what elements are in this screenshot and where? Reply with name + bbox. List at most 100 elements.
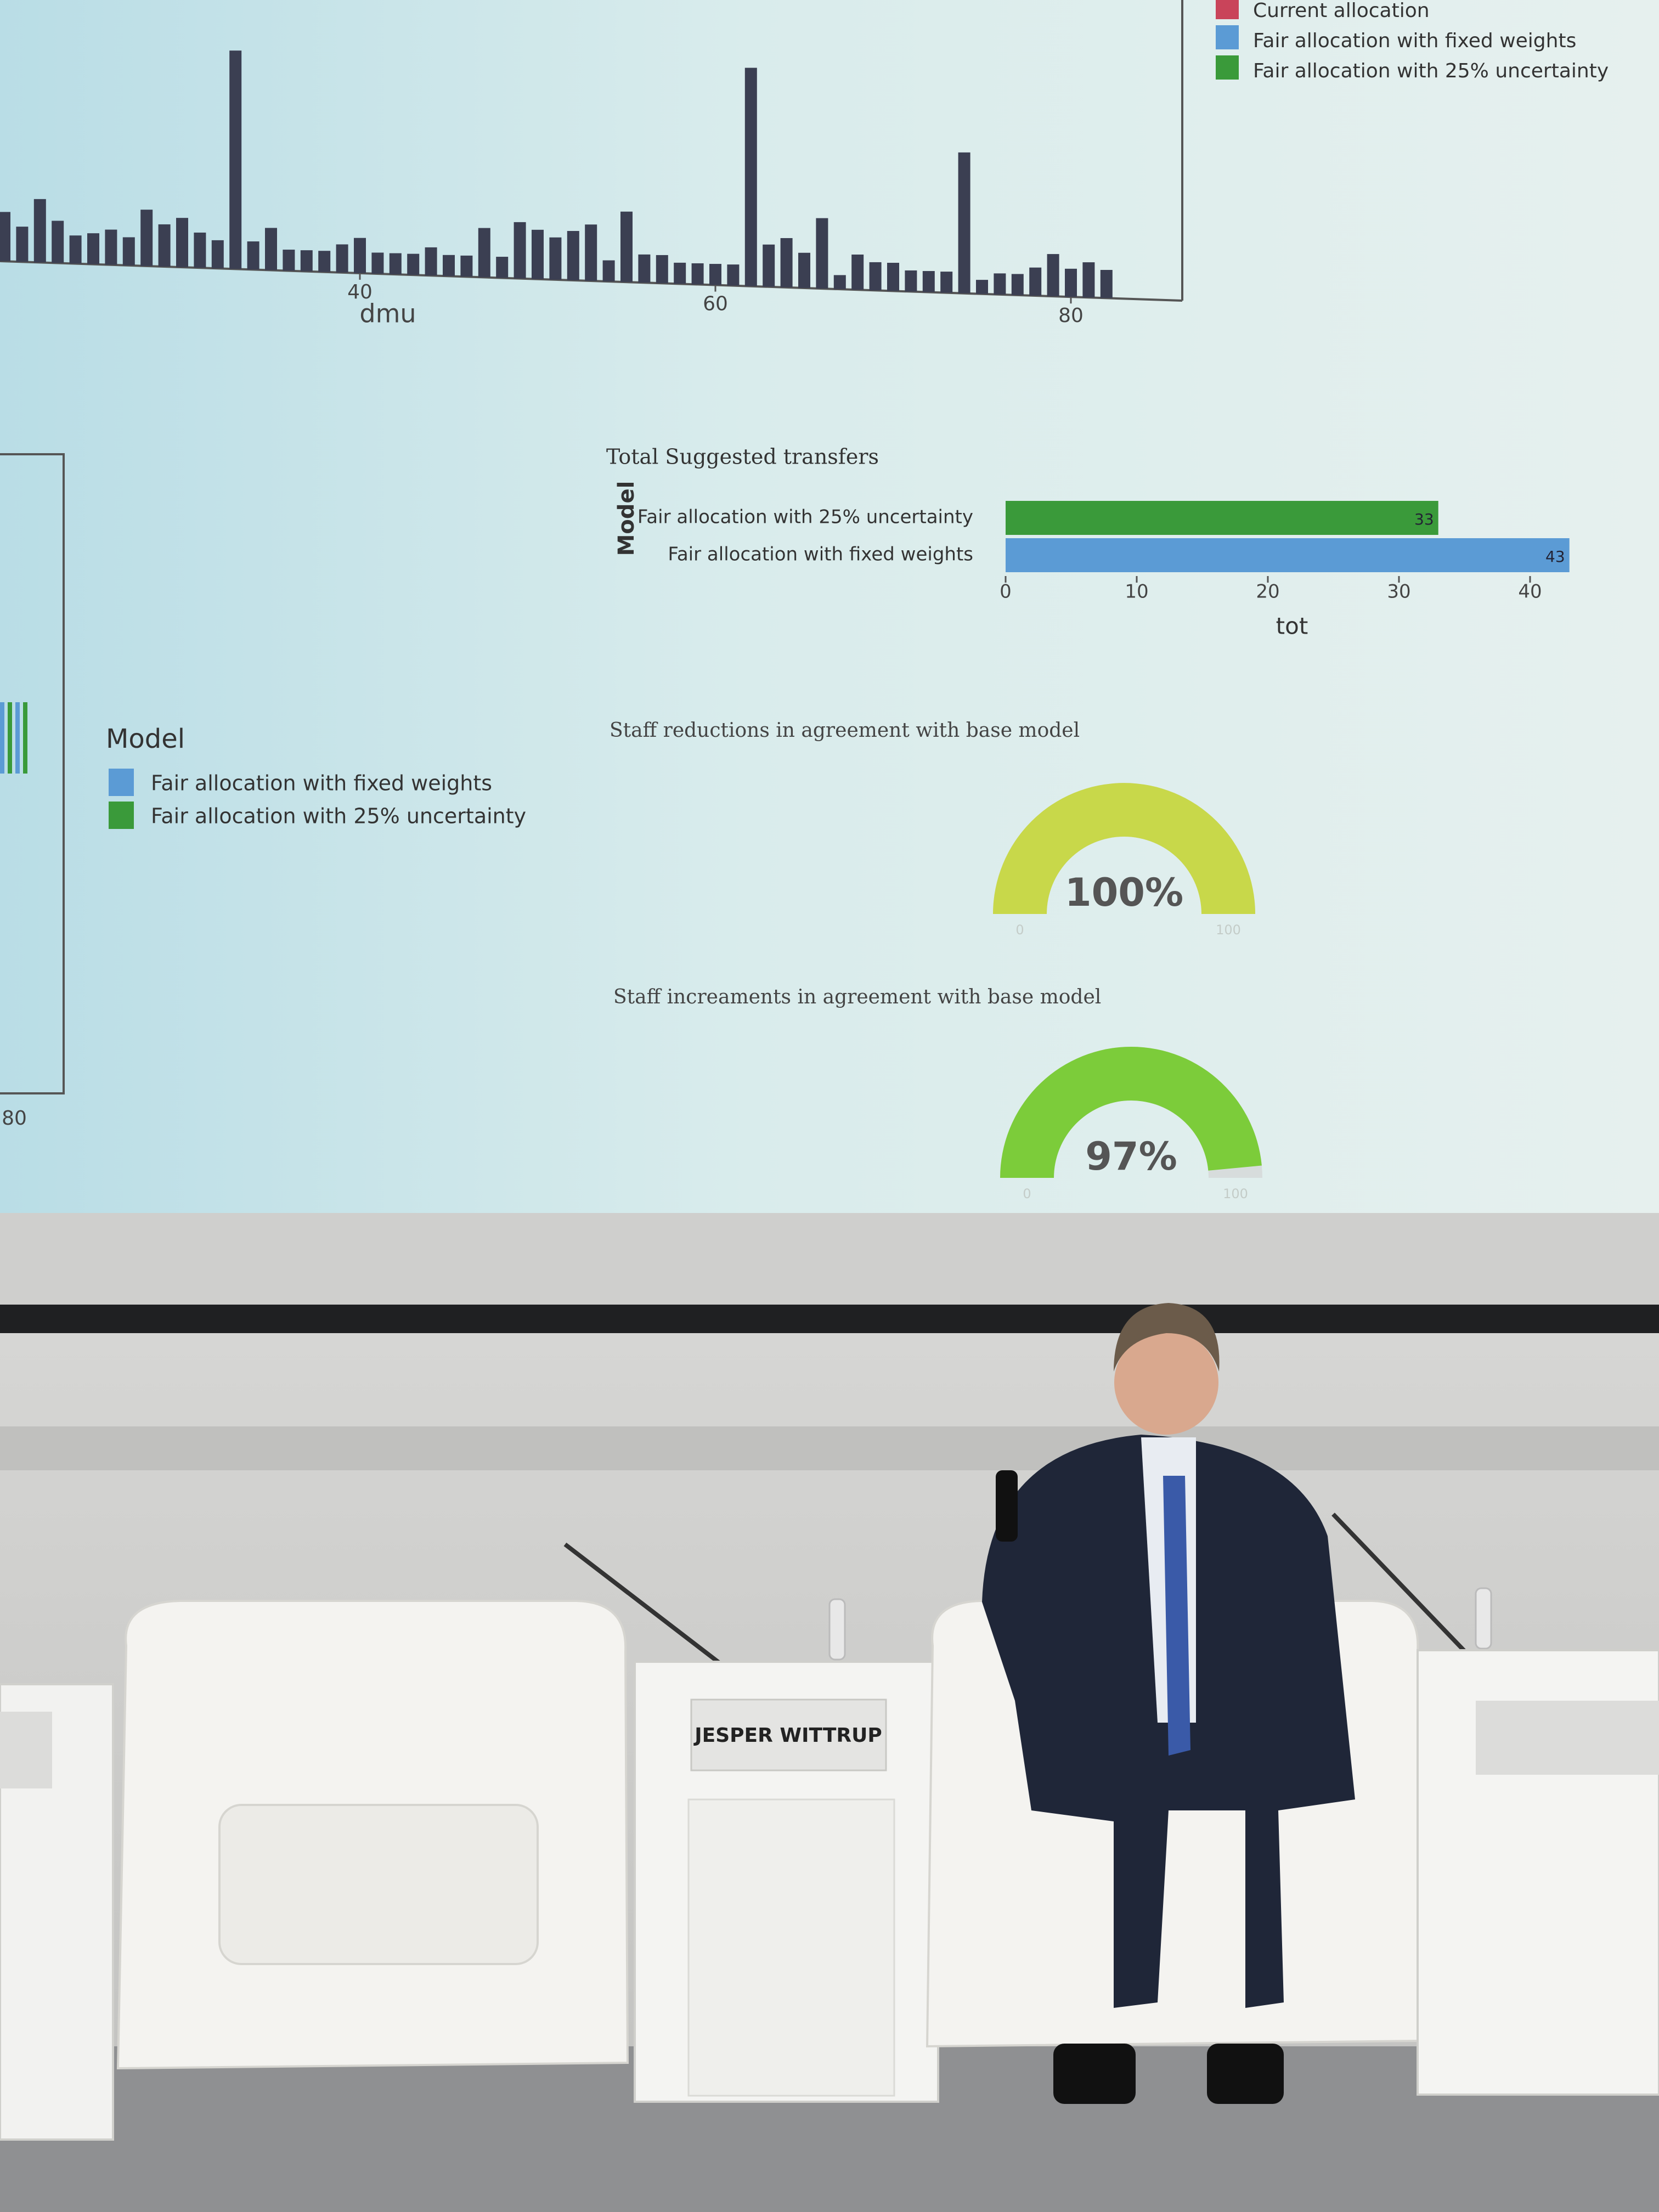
bar	[691, 263, 704, 285]
legend-title: Model	[106, 724, 185, 754]
bar	[727, 264, 740, 286]
bar	[443, 255, 455, 276]
podium-panel	[687, 1798, 895, 2097]
wall-band	[0, 1426, 1659, 1470]
x-tick-label: 60	[703, 293, 728, 315]
data-label: 33	[1414, 510, 1434, 528]
bar	[940, 272, 953, 293]
legend-swatch	[109, 802, 134, 829]
bar	[105, 229, 117, 265]
gauge-max: 100	[1216, 922, 1241, 938]
bar	[0, 212, 10, 262]
axis-label: Model	[614, 481, 639, 556]
bar	[798, 252, 810, 288]
chart-title: Total Suggested transfers	[606, 445, 879, 469]
bar	[211, 240, 224, 269]
name-plate-text: JESPER WITTRUP	[693, 1724, 882, 1747]
bar	[87, 233, 99, 264]
x-tick-label: 80	[2, 1107, 27, 1130]
bar	[407, 253, 420, 275]
legend-label: Fair allocation with fixed weights	[151, 771, 492, 795]
gauge-max: 100	[1223, 1186, 1248, 1201]
bar	[52, 221, 64, 263]
bar	[994, 273, 1006, 295]
bar	[833, 275, 846, 290]
bar	[816, 218, 828, 289]
water-bottle	[1475, 1587, 1492, 1650]
truss	[0, 1305, 1659, 1333]
bar	[460, 255, 473, 277]
legend-swatch	[1216, 25, 1239, 49]
bar	[567, 231, 579, 280]
bar	[976, 280, 988, 294]
bar	[194, 232, 206, 268]
microphone	[1331, 1513, 1466, 1653]
shoe	[1207, 2044, 1284, 2104]
gauge-value: 97%	[1085, 1134, 1177, 1179]
chair-cushion	[218, 1804, 539, 1965]
data-label: 43	[1545, 548, 1565, 566]
bar	[229, 50, 242, 269]
legend-swatch	[109, 769, 134, 796]
gauge-min: 0	[1015, 922, 1024, 938]
bar-fragment	[23, 702, 27, 774]
bar	[620, 211, 633, 283]
bar	[763, 244, 775, 287]
x-tick-label: 40	[1518, 581, 1542, 603]
bar	[425, 247, 437, 276]
x-tick-label: 0	[1000, 581, 1012, 603]
bar	[69, 235, 82, 264]
bar	[496, 257, 509, 278]
bar	[656, 255, 668, 284]
x-tick-label: 80	[1058, 304, 1084, 327]
bar	[371, 252, 384, 274]
bar	[140, 210, 153, 266]
bar	[389, 253, 402, 275]
bar	[905, 270, 917, 292]
gauge-fill	[1000, 1047, 1262, 1178]
x-tick-label: 20	[1256, 581, 1279, 603]
x-tick-label: 40	[347, 281, 373, 303]
bar	[1065, 268, 1077, 297]
bar	[514, 222, 526, 279]
bar	[283, 250, 295, 271]
legend-label: Current allocation	[1253, 0, 1430, 22]
bar	[1082, 262, 1095, 298]
bar	[1006, 538, 1570, 572]
bar	[958, 152, 970, 294]
hair	[1114, 1303, 1220, 1372]
tie	[1163, 1476, 1190, 1756]
bar	[247, 241, 259, 270]
gauge-title: Staff increaments in agreement with base…	[613, 986, 1101, 1008]
bar	[780, 238, 793, 287]
bar	[318, 251, 331, 272]
bar	[922, 271, 935, 292]
bar-fragment	[0, 702, 4, 774]
bar-fragment	[8, 702, 12, 774]
speaker-head	[1114, 1330, 1218, 1435]
bar	[300, 250, 313, 272]
gauge-min: 0	[1023, 1186, 1031, 1201]
gauge-value: 100%	[1065, 870, 1183, 915]
bar	[33, 199, 46, 263]
bar	[336, 244, 348, 273]
name-plate	[690, 1699, 887, 1771]
bar	[1100, 270, 1113, 298]
bar	[887, 263, 899, 291]
legend-label: Fair allocation with fixed weights	[1253, 30, 1576, 52]
bar	[265, 228, 277, 270]
x-tick-label: 10	[1125, 581, 1148, 603]
bar	[532, 229, 544, 279]
shoe	[1053, 2044, 1136, 2104]
bar	[869, 262, 882, 291]
legend-label: Fair allocation with 25% uncertainty	[151, 804, 526, 828]
y-tick-label: Fair allocation with fixed weights	[668, 544, 973, 566]
legend-swatch	[1216, 55, 1239, 80]
microphone	[563, 1542, 720, 1664]
name-plate	[1476, 1701, 1659, 1775]
axis-label: dmu	[359, 299, 416, 329]
axis-label: tot	[1276, 613, 1308, 640]
water-bottle	[828, 1598, 846, 1661]
bar	[851, 255, 864, 290]
